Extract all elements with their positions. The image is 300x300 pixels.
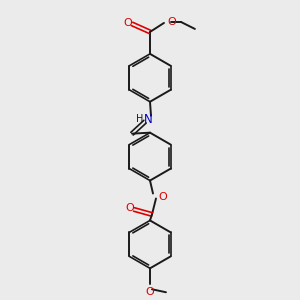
Text: O: O	[146, 287, 154, 297]
Text: N: N	[144, 113, 152, 126]
Text: O: O	[126, 203, 134, 214]
Text: H: H	[136, 114, 144, 124]
Text: O: O	[124, 18, 132, 28]
Text: O: O	[158, 191, 167, 202]
Text: O: O	[167, 17, 176, 27]
